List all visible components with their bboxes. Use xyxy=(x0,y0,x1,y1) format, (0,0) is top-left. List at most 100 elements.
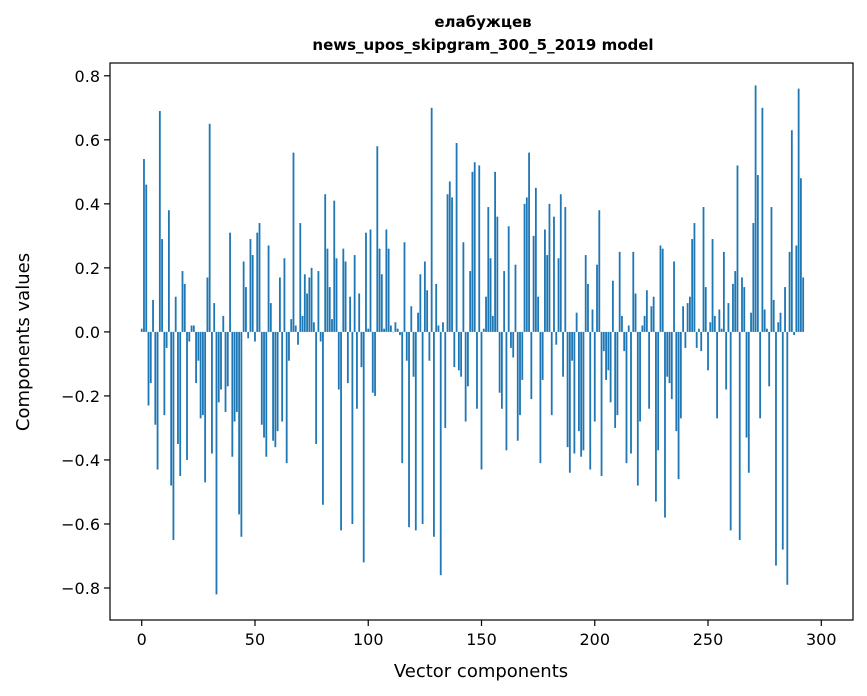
bar-282 xyxy=(779,312,782,332)
bar-185 xyxy=(559,194,562,332)
x-tick-label: 100 xyxy=(353,630,384,649)
bar-105 xyxy=(378,248,381,332)
bar-50 xyxy=(254,331,256,342)
bar-285 xyxy=(786,331,789,585)
bar-284 xyxy=(784,287,786,332)
x-tick-label: 50 xyxy=(245,630,265,649)
bar-250 xyxy=(707,331,709,371)
bar-126 xyxy=(426,290,429,332)
bar-36 xyxy=(222,315,225,332)
bar-260 xyxy=(729,331,732,531)
bar-177 xyxy=(541,331,544,380)
bar-221 xyxy=(641,325,644,332)
bar-1 xyxy=(143,159,145,332)
bar-234 xyxy=(670,331,673,400)
x-axis-label: Vector components xyxy=(394,661,568,682)
bar-203 xyxy=(600,331,603,476)
bar-161 xyxy=(505,331,508,451)
bar-167 xyxy=(519,331,521,416)
bar-134 xyxy=(444,331,447,428)
y-tick-label: −0.4 xyxy=(61,451,100,470)
bar-165 xyxy=(514,264,517,332)
bar-153 xyxy=(487,207,490,332)
y-tick-label: 0.8 xyxy=(75,67,100,86)
bar-229 xyxy=(659,245,662,332)
bar-15 xyxy=(174,296,177,332)
bar-76 xyxy=(312,322,315,332)
bar-64 xyxy=(285,331,288,464)
bar-35 xyxy=(220,331,222,390)
bar-236 xyxy=(675,331,678,432)
bar-274 xyxy=(761,107,764,332)
bar-6 xyxy=(154,331,157,425)
bar-290 xyxy=(797,88,800,332)
bar-73 xyxy=(306,293,308,332)
bar-216 xyxy=(630,331,632,454)
bar-232 xyxy=(666,331,669,377)
bar-100 xyxy=(367,328,370,332)
bar-200 xyxy=(593,331,596,422)
bar-138 xyxy=(453,331,456,368)
bar-227 xyxy=(655,331,657,502)
bar-183 xyxy=(555,331,558,345)
bar-16 xyxy=(177,331,179,444)
bar-164 xyxy=(512,331,515,358)
bar-93 xyxy=(351,331,354,524)
bar-66 xyxy=(290,319,293,332)
bar-74 xyxy=(308,277,311,332)
bar-107 xyxy=(383,328,385,332)
bar-154 xyxy=(489,258,492,332)
bar-65 xyxy=(288,331,290,361)
bar-94 xyxy=(353,255,356,332)
bar-27 xyxy=(201,331,204,416)
y-tick-label: 0.2 xyxy=(75,259,100,278)
bar-124 xyxy=(421,331,424,524)
bar-189 xyxy=(568,331,571,473)
bar-33 xyxy=(215,331,218,595)
bar-264 xyxy=(738,331,741,540)
bar-157 xyxy=(496,216,499,332)
bar-52 xyxy=(258,223,261,332)
bar-159 xyxy=(500,331,503,409)
bar-270 xyxy=(752,223,755,332)
bar-57 xyxy=(269,303,272,332)
bar-101 xyxy=(369,229,372,332)
bar-206 xyxy=(607,331,610,371)
bar-222 xyxy=(643,315,646,332)
bar-151 xyxy=(482,328,485,332)
bar-170 xyxy=(525,197,528,332)
bar-67 xyxy=(292,152,295,332)
x-tick-label: 200 xyxy=(579,630,610,649)
bar-147 xyxy=(473,162,476,332)
bar-243 xyxy=(691,239,694,332)
bar-141 xyxy=(460,331,463,377)
bar-21 xyxy=(188,331,191,342)
bar-173 xyxy=(532,235,535,332)
bar-110 xyxy=(389,325,392,332)
bar-4 xyxy=(149,331,152,384)
bar-56 xyxy=(267,245,270,332)
bar-256 xyxy=(720,328,723,332)
bar-48 xyxy=(249,239,252,332)
bar-82 xyxy=(326,248,329,332)
bar-155 xyxy=(491,315,494,332)
bar-238 xyxy=(679,331,682,419)
bar-109 xyxy=(387,248,390,332)
bar-80 xyxy=(322,331,324,505)
bars-group xyxy=(140,85,805,595)
bar-212 xyxy=(621,315,623,332)
bar-59 xyxy=(274,331,277,448)
bar-81 xyxy=(324,194,327,332)
bar-235 xyxy=(673,261,675,332)
bar-102 xyxy=(371,331,374,393)
bar-40 xyxy=(231,331,234,457)
bar-174 xyxy=(534,187,537,332)
plot-frame xyxy=(109,62,854,621)
bar-95 xyxy=(356,331,358,409)
bar-127 xyxy=(428,331,431,361)
bar-136 xyxy=(448,181,451,332)
bar-131 xyxy=(437,325,440,332)
bar-75 xyxy=(310,267,313,332)
bar-18 xyxy=(181,271,184,332)
bar-213 xyxy=(623,331,626,352)
